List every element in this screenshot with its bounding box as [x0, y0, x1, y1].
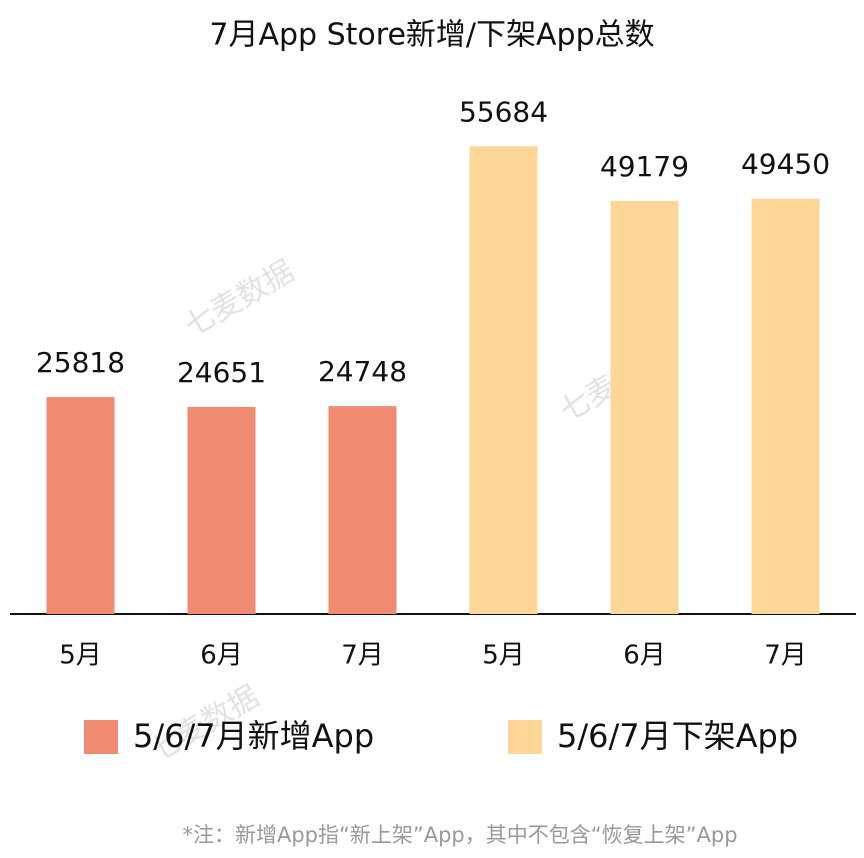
- x-tick-label: 7月: [764, 641, 807, 671]
- legend-swatch: [508, 720, 542, 754]
- x-tick-label: 6月: [200, 641, 243, 671]
- bar: [187, 406, 256, 614]
- value-label: 25818: [36, 346, 125, 379]
- x-tick-label: 5月: [482, 641, 525, 671]
- footnote: *注：新增App指“新上架”App，其中不包含“恢复上架”App: [182, 823, 737, 847]
- legend-label: 5/6/7月新增App: [133, 717, 374, 755]
- value-label: 24651: [177, 356, 266, 389]
- x-tick-label: 5月: [59, 641, 102, 671]
- watermark: 七麦数据: [179, 254, 300, 344]
- bar: [469, 146, 538, 614]
- value-label: 49179: [600, 150, 689, 183]
- x-tick-label: 7月: [341, 641, 384, 671]
- value-label: 24748: [318, 355, 407, 388]
- bar: [46, 397, 115, 614]
- bar: [328, 406, 397, 614]
- x-tick-label: 6月: [623, 641, 666, 671]
- bar: [610, 200, 679, 614]
- chart-title: 7月App Store新增/下架App总数: [209, 18, 654, 53]
- legend-label: 5/6/7月下架App: [557, 717, 798, 755]
- bar: [751, 198, 820, 614]
- value-label: 55684: [459, 95, 548, 128]
- value-label: 49450: [741, 148, 830, 181]
- legend-swatch: [84, 720, 118, 754]
